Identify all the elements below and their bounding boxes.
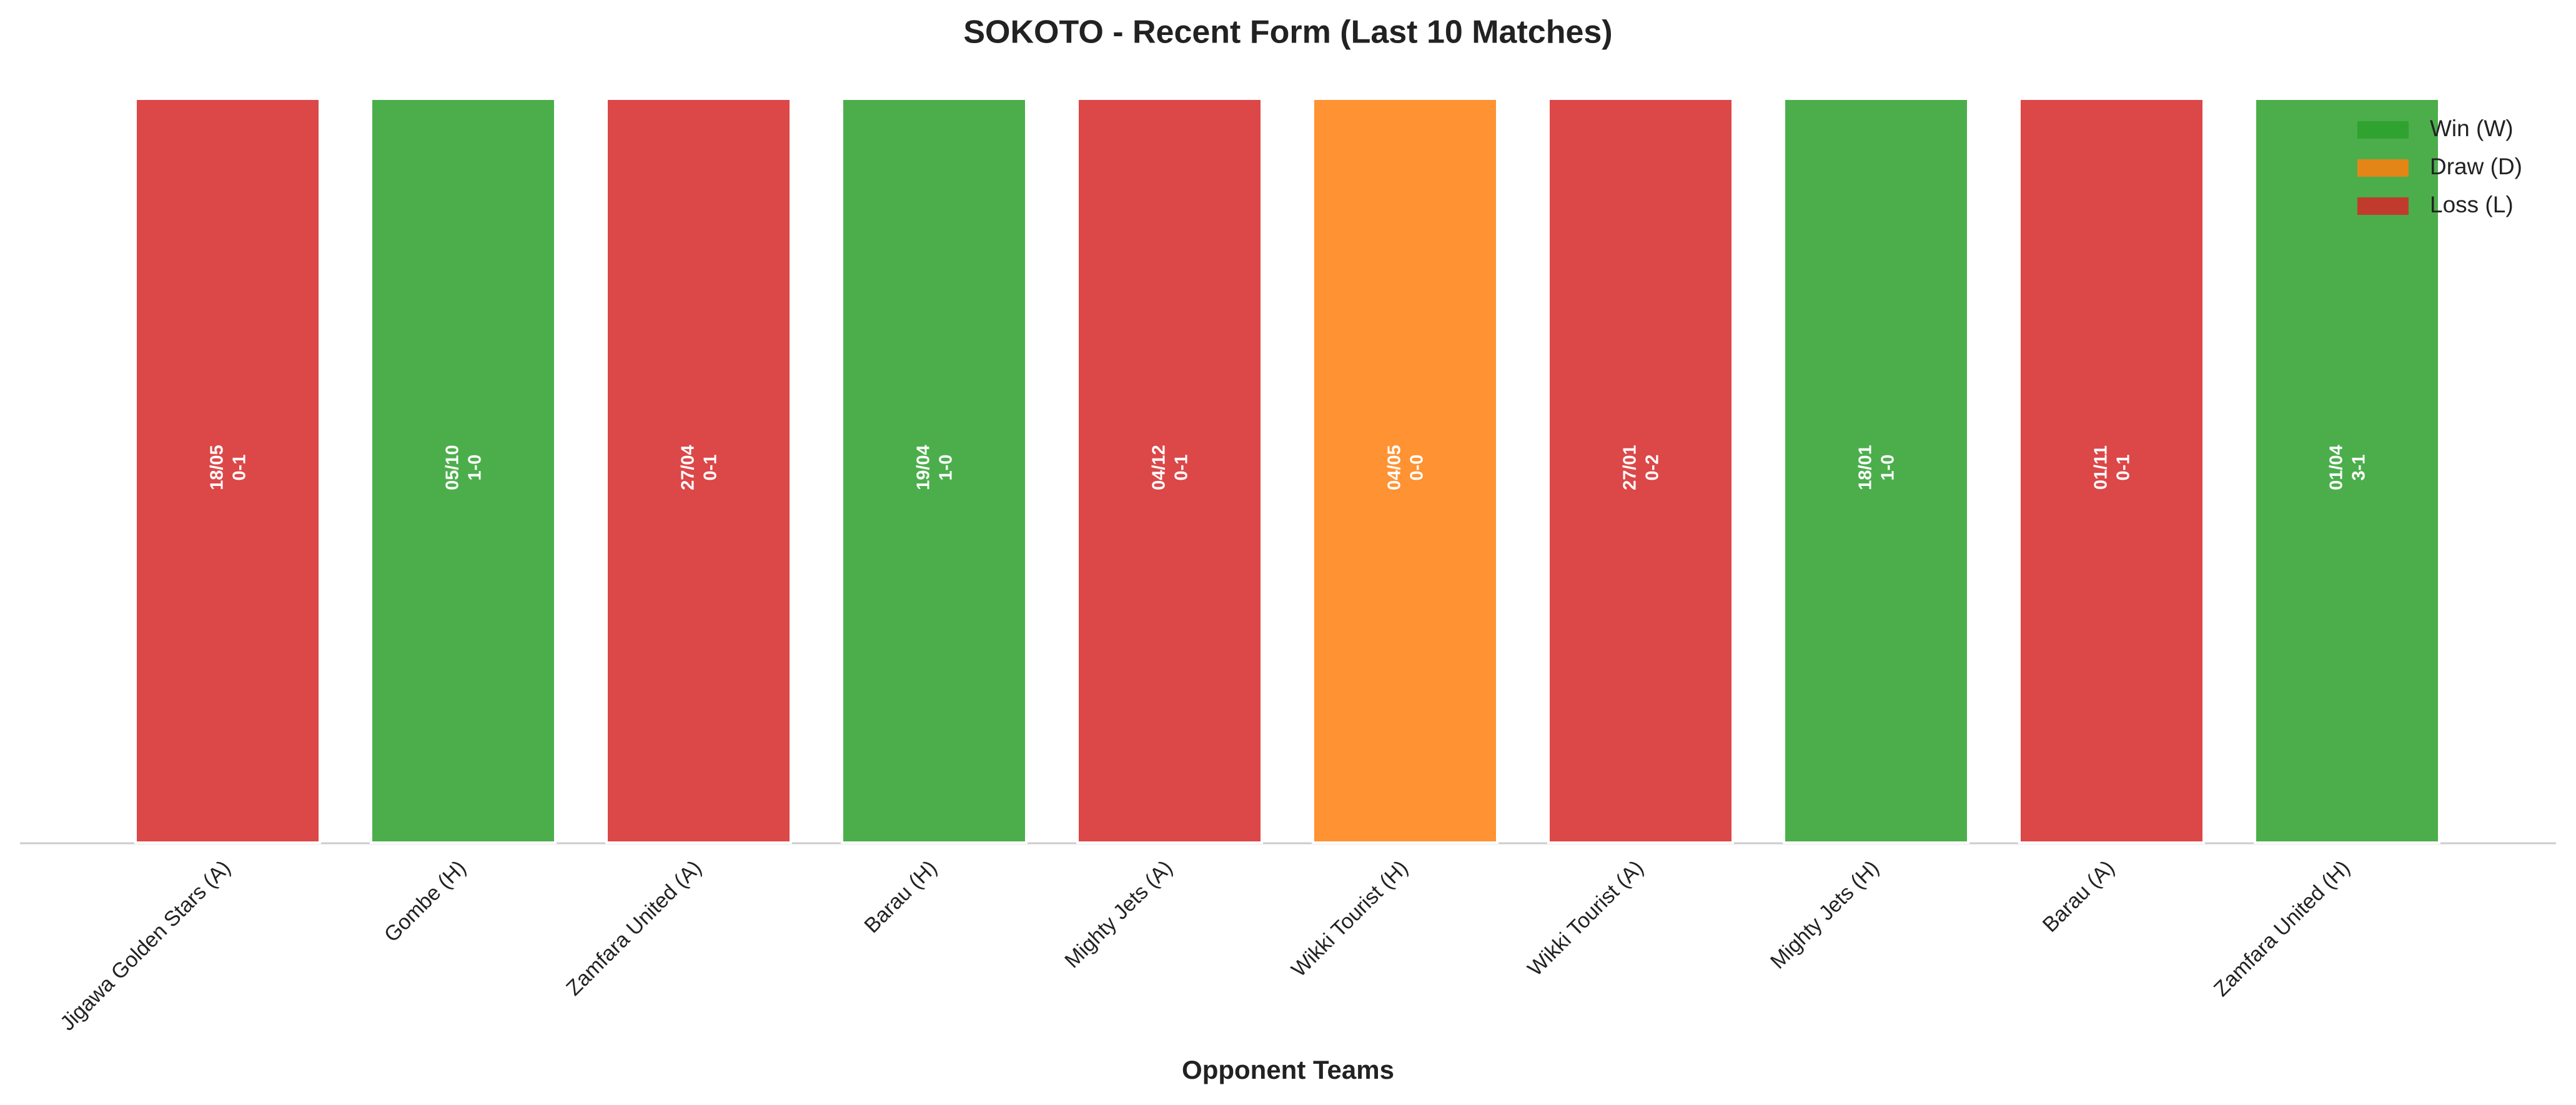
bar-date: 01/04	[2327, 445, 2347, 490]
chart-title: SOKOTO - Recent Form (Last 10 Matches)	[963, 14, 1612, 51]
bar	[134, 97, 321, 844]
bar-date: 27/04	[678, 445, 698, 490]
bar-score: 0-1	[2114, 455, 2134, 481]
bar-score: 0-2	[1643, 455, 1663, 481]
bar-label: 27/01 0-2	[1620, 445, 1663, 490]
bar	[605, 97, 792, 844]
legend-swatch	[2357, 121, 2409, 139]
bar	[1547, 97, 1734, 844]
bar	[1312, 97, 1499, 844]
legend-label: Draw (D)	[2430, 154, 2522, 179]
bar-label: 19/04 1-0	[914, 445, 956, 490]
bar-score: 0-1	[230, 455, 250, 481]
bar-label: 04/12 0-1	[1149, 445, 1192, 490]
bar-date: 04/05	[1385, 445, 1405, 490]
bar-label: 18/01 1-0	[1856, 445, 1898, 490]
bar-label: 04/05 0-0	[1385, 445, 1427, 490]
x-axis-title: Opponent Teams	[1182, 1055, 1394, 1084]
bar	[2018, 97, 2205, 844]
bar-score: 3-1	[2349, 455, 2369, 481]
legend-label: Loss (L)	[2430, 192, 2514, 217]
bar-label: 01/11 0-1	[2091, 445, 2134, 490]
bar-date: 18/01	[1856, 445, 1876, 490]
bar	[1076, 97, 1263, 844]
bar-label: 18/05 0-1	[207, 445, 250, 490]
bar-label: 27/04 0-1	[678, 445, 721, 490]
legend-swatch	[2357, 159, 2409, 177]
bar-label: 01/04 3-1	[2327, 445, 2369, 490]
legend-label: Win (W)	[2430, 116, 2514, 141]
legend-swatch	[2357, 197, 2409, 215]
bar-date: 05/10	[443, 445, 463, 490]
bar-score: 1-0	[1878, 455, 1898, 481]
bar-date: 19/04	[914, 445, 934, 490]
bar-score: 0-0	[1407, 455, 1427, 481]
bar-label: 05/10 1-0	[443, 445, 485, 490]
bar-score: 0-1	[701, 455, 721, 481]
bar	[2254, 97, 2440, 844]
bar-date: 27/01	[1620, 445, 1640, 490]
bar-date: 18/05	[207, 445, 227, 490]
bar-date: 01/11	[2091, 445, 2111, 490]
bar-score: 1-0	[936, 455, 956, 481]
bar-score: 1-0	[465, 455, 485, 481]
bar	[841, 97, 1028, 844]
bar	[370, 97, 557, 844]
bar-score: 0-1	[1172, 455, 1192, 481]
bar	[1783, 97, 1969, 844]
bar-date: 04/12	[1149, 445, 1169, 490]
